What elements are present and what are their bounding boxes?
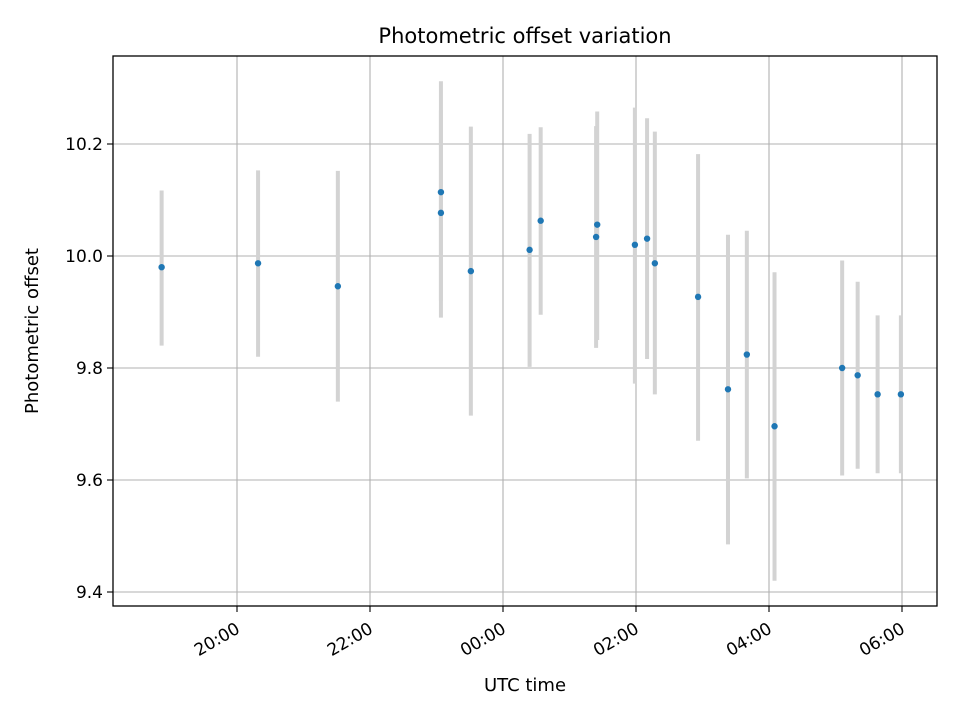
data-point <box>874 391 881 398</box>
data-point <box>467 267 475 275</box>
y-tick-label: 9.6 <box>76 471 103 491</box>
data-point <box>897 391 905 398</box>
data-point <box>158 264 165 271</box>
data-point <box>437 188 445 196</box>
x-tick-label: 00:00 <box>457 619 509 661</box>
data-point <box>743 351 751 358</box>
y-axis-label: Photometric offset <box>22 248 43 414</box>
data-point <box>643 235 651 242</box>
y-tick-label: 9.4 <box>76 583 103 603</box>
error-bars <box>159 81 903 581</box>
data-point <box>526 246 533 254</box>
grid <box>113 56 937 606</box>
data-point <box>694 293 702 301</box>
chart-title: Photometric offset variation <box>378 24 671 48</box>
data-point <box>771 423 778 430</box>
y-tick-label: 9.8 <box>76 359 103 379</box>
data-point <box>594 221 601 228</box>
y-tick-label: 10.0 <box>65 247 103 267</box>
data-point <box>537 217 544 224</box>
x-tick-label: 06:00 <box>856 619 908 661</box>
data-point <box>334 283 342 290</box>
data-point <box>437 209 445 217</box>
x-tick-label: 22:00 <box>324 619 376 661</box>
data-point <box>854 372 861 379</box>
y-axis-ticks: 9.4 9.6 9.8 10.0 10.2 <box>65 135 113 603</box>
data-point <box>838 364 846 372</box>
data-points <box>158 188 905 430</box>
data-point <box>592 233 600 241</box>
data-point <box>254 260 262 267</box>
data-point <box>651 260 659 267</box>
x-tick-label: 20:00 <box>191 619 243 661</box>
plot-area-frame <box>112 55 938 607</box>
x-axis-label: UTC time <box>484 675 566 696</box>
x-tick-label: 04:00 <box>723 619 775 661</box>
data-point <box>724 386 732 393</box>
x-tick-label: 02:00 <box>590 619 642 661</box>
data-point <box>631 241 639 248</box>
x-axis-ticks: 20:00 22:00 00:00 02:00 04:00 06:00 <box>191 606 909 661</box>
y-tick-label: 10.2 <box>65 135 103 155</box>
